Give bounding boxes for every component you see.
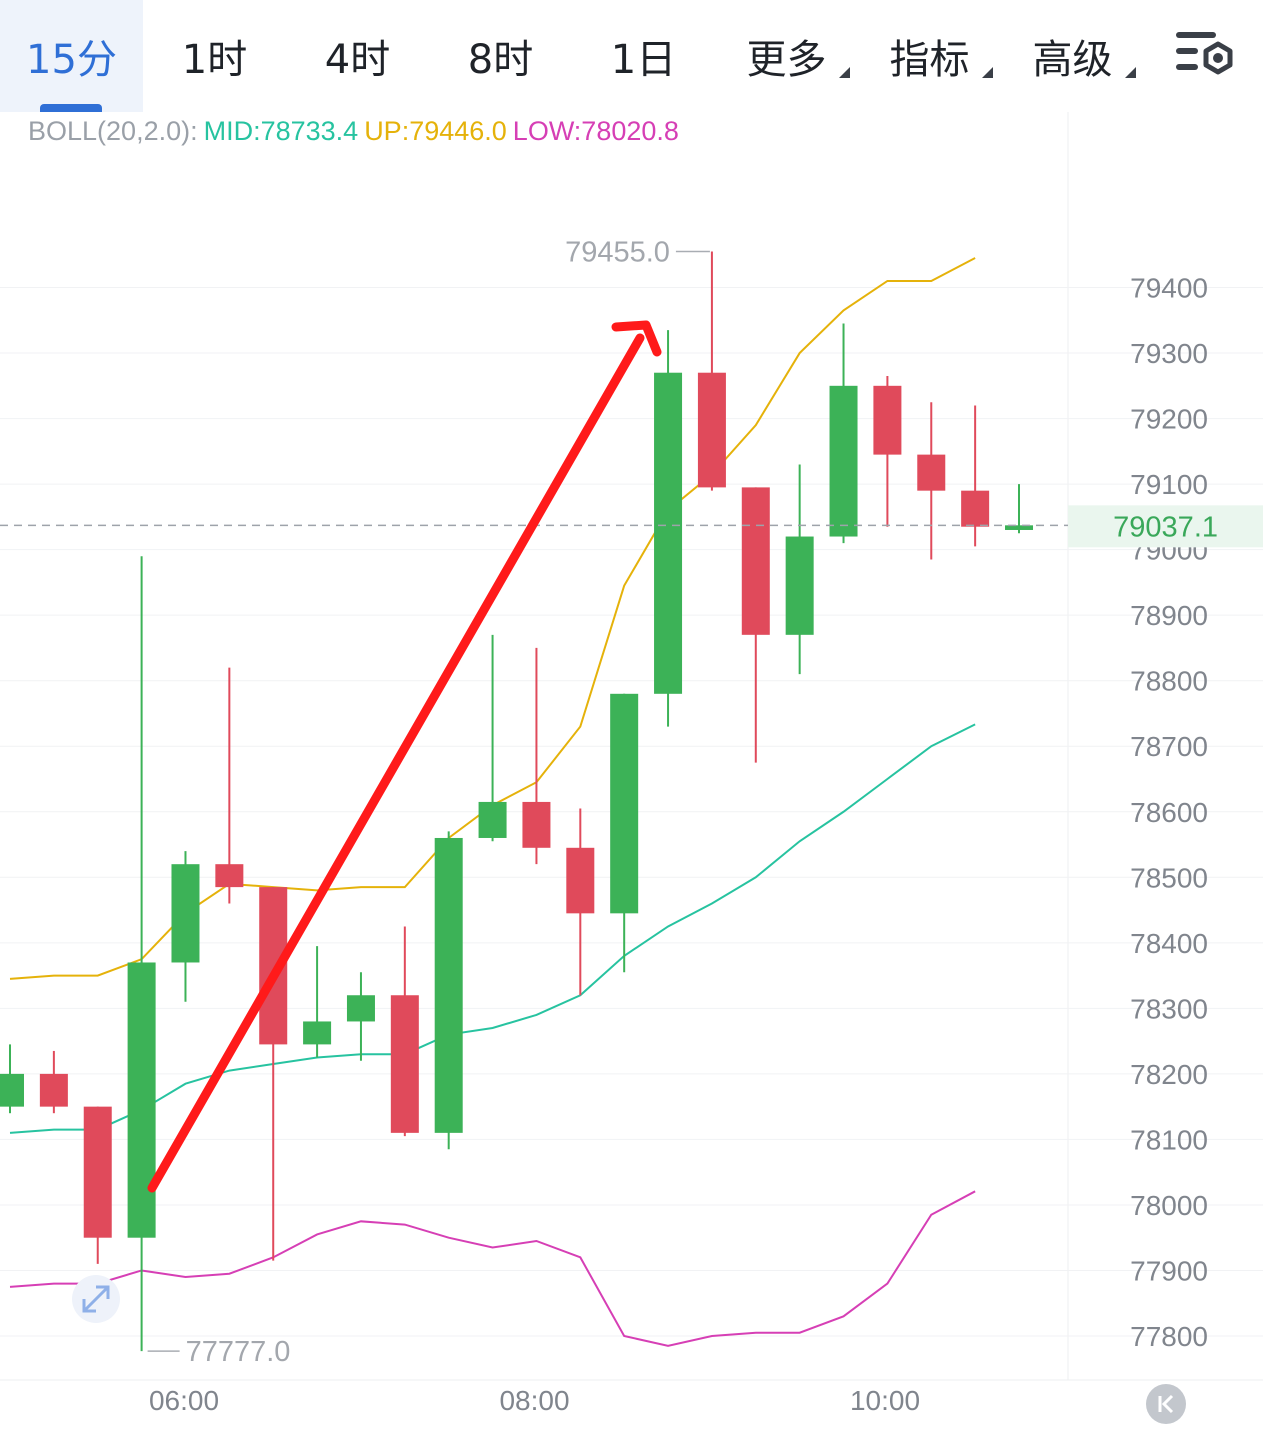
tab-label: 1时 [181,37,248,83]
tab-1h[interactable]: 1时 [143,0,286,112]
candle-body-down [215,864,244,888]
y-tick-label: 79300 [1130,338,1208,369]
y-tick-label: 79400 [1130,273,1208,304]
y-tick-label: 78400 [1130,928,1208,959]
boll-mid-line [9,723,976,1134]
tab-label: 4时 [324,37,391,83]
y-tick-label: 78100 [1130,1124,1208,1155]
tab-15min[interactable]: 15分 [0,0,143,112]
scroll-to-latest-button[interactable] [1146,1384,1186,1424]
dropdown-caret-icon [1125,67,1136,78]
boll-low-value: LOW:78020.8 [512,116,679,146]
y-tick-label: 78700 [1130,731,1208,762]
candle-body-up [654,372,683,694]
y-tick-label: 78800 [1130,666,1208,697]
x-tick-label: 06:00 [149,1385,219,1416]
timeframe-tab-bar: 15分 1时 4时 8时 1日 更多 指标 高级 [0,0,1263,112]
tab-label: 8时 [467,37,534,83]
boll-mid-value: MID:78733.4 [203,116,359,146]
candle-body-up [0,1073,24,1107]
candle-body-up [1005,525,1034,530]
y-tick-label: 78000 [1130,1190,1208,1221]
tab-1d[interactable]: 1日 [572,0,715,112]
y-tick-label: 78500 [1130,862,1208,893]
tab-label: 15分 [26,37,117,83]
trend-arrow-head [611,320,662,357]
y-tick-label: 78600 [1130,797,1208,828]
boll-lower-line [9,1190,976,1347]
tab-more[interactable]: 更多 [715,0,858,112]
candle-body-up [346,995,375,1022]
current-price-tag [1068,505,1263,548]
tab-label: 1日 [610,37,677,83]
tab-4h[interactable]: 4时 [286,0,429,112]
candle-body-down [522,801,551,848]
candle-body-up [785,536,814,635]
dropdown-caret-icon [982,67,993,78]
candle-body-up [829,385,858,537]
candle-body-up [478,801,507,838]
candle-body-down [697,372,726,488]
candle-body-down [961,490,990,527]
candle-body-down [917,454,946,491]
expand-chart-button[interactable] [72,1275,120,1323]
boll-up-value: UP:79446.0 [364,116,507,146]
expand-arrows-icon [82,1285,110,1313]
chart-settings-icon[interactable] [1172,26,1236,86]
tab-label: 更多 [746,37,827,83]
tab-8h[interactable]: 8时 [429,0,572,112]
trend-arrow-shaft [147,333,645,1193]
tab-label: 指标 [889,37,970,83]
boll-label: BOLL(20,2.0): [28,116,198,146]
current-price-label: 79037.1 [1113,511,1218,543]
candle-body-up [127,962,156,1238]
candle-body-down [83,1106,112,1238]
candle-body-down [741,487,770,635]
candle-body-up [171,864,200,963]
price-axis-panel [1068,112,1263,1382]
boll-upper-line [9,257,976,980]
candle-body-down [39,1073,68,1107]
candle-body-down [873,385,902,455]
candle-body-down [566,847,595,914]
dropdown-caret-icon [839,67,850,78]
y-tick-label: 78300 [1130,993,1208,1024]
y-tick-label: 77900 [1130,1255,1208,1286]
high-price-label: 79455.0 [565,236,670,268]
jump-to-start-icon [1158,1394,1174,1414]
candle-body-up [303,1021,332,1045]
y-tick-label: 79200 [1130,404,1208,435]
y-tick-label: 77800 [1130,1321,1208,1352]
candle-body-up [610,693,639,914]
low-price-label: 77777.0 [186,1336,291,1368]
y-tick-label: 78900 [1130,600,1208,631]
y-tick-label: 78200 [1130,1059,1208,1090]
x-tick-label: 10:00 [850,1385,920,1416]
boll-legend: BOLL(20,2.0): MID:78733.4 UP:79446.0 LOW:78… [28,116,685,156]
tab-advanced[interactable]: 高级 [1001,0,1144,112]
tab-indicators[interactable]: 指标 [858,0,1001,112]
candle-body-up [434,837,463,1133]
y-tick-label: 79100 [1130,469,1208,500]
x-tick-label: 08:00 [499,1385,569,1416]
candle-body-down [390,995,419,1133]
active-tab-indicator [40,104,102,112]
tab-label: 高级 [1032,37,1113,83]
